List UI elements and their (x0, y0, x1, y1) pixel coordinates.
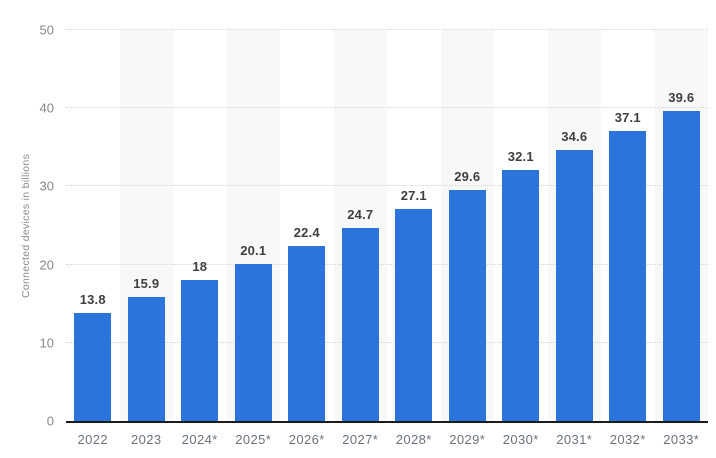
bar (502, 169, 540, 421)
x-axis-label: 2032* (609, 432, 646, 447)
bar-column: 34.6 2031* (548, 30, 602, 447)
bar-value-label: 13.8 (79, 292, 106, 308)
bar-value-label: 39.6 (668, 90, 695, 106)
y-tick-label: 10 (39, 335, 54, 351)
bar (234, 263, 272, 421)
gridline (66, 263, 708, 265)
bar-value-label: 22.4 (293, 224, 320, 240)
y-tick-label: 0 (46, 413, 54, 429)
bar-column: 20.1 2025* (227, 30, 281, 447)
bar-value-label: 34.6 (561, 129, 588, 145)
bar-column-layer: 13.8 2022 15.9 2023 18 2024* 20.1 2025* … (66, 30, 709, 447)
gridline (66, 29, 708, 30)
bar-value-label: 24.7 (347, 206, 374, 222)
bar-value-label: 20.1 (240, 242, 267, 258)
bar-column: 37.1 2032* (601, 30, 655, 447)
bar (127, 296, 165, 421)
bar-value-label: 15.9 (133, 275, 160, 291)
x-axis-label: 2030* (502, 432, 539, 447)
plot-area: 13.8 2022 15.9 2023 18 2024* 20.1 2025* … (66, 29, 709, 447)
bar-column: 13.8 2022 (66, 30, 120, 447)
y-tick-label: 30 (39, 178, 54, 194)
gridline (66, 341, 708, 343)
y-axis: 0 10 20 30 40 50 (0, 24, 54, 428)
x-axis-label: 2022 (77, 432, 109, 447)
y-tick-label: 20 (39, 257, 54, 273)
bar (181, 280, 219, 421)
bar-column: 15.9 2023 (120, 30, 174, 447)
gridline (66, 107, 708, 109)
bar-column: 18 2024* (173, 30, 227, 447)
x-axis-label: 2025* (235, 432, 272, 447)
gridline (66, 185, 708, 187)
bar-value-label: 29.6 (454, 168, 481, 184)
x-axis-label: 2033* (663, 432, 700, 447)
bar (555, 150, 593, 421)
bar (74, 313, 112, 421)
x-axis-label: 2024* (181, 432, 218, 447)
x-axis-label: 2031* (556, 432, 593, 447)
bar-column: 22.4 2026* (280, 30, 334, 447)
x-axis-label: 2028* (395, 432, 432, 447)
bar-value-label: 37.1 (614, 109, 641, 125)
bar-column: 24.7 2027* (334, 30, 388, 447)
x-axis-label: 2026* (288, 432, 325, 447)
y-tick-label: 40 (39, 100, 54, 116)
x-axis-label: 2023 (130, 432, 162, 447)
x-axis-label: 2027* (342, 432, 379, 447)
bar-column: 39.6 2033* (655, 30, 709, 447)
bar (288, 245, 326, 421)
bar-column: 29.6 2029* (441, 30, 495, 447)
bar-value-label: 32.1 (507, 148, 534, 164)
bar-column: 32.1 2030* (494, 30, 548, 447)
bar-value-label: 18 (192, 259, 208, 275)
bar (395, 209, 433, 421)
x-axis-label: 2029* (449, 432, 486, 447)
bar (662, 111, 700, 421)
bar-column: 27.1 2028* (387, 30, 441, 447)
bar-value-label: 27.1 (400, 188, 427, 204)
bar (609, 130, 647, 421)
y-tick-label: 50 (39, 22, 54, 38)
bar (448, 189, 486, 421)
bar (341, 227, 379, 421)
